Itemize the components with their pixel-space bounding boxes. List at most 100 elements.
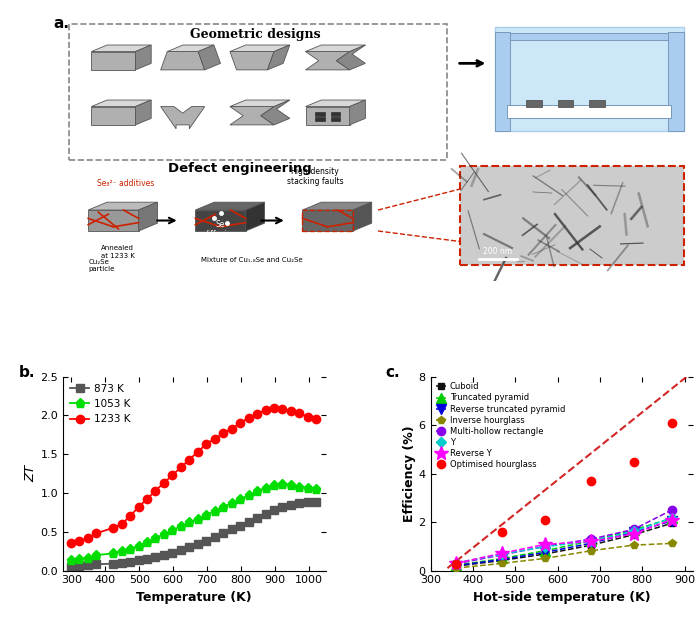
Reverse truncated pyramid xyxy=(587,539,596,547)
Line: Cuboid: Cuboid xyxy=(452,520,676,570)
Inverse hourglass xyxy=(668,540,676,547)
1053 K xyxy=(270,482,278,489)
1053 K xyxy=(261,484,270,492)
Line: Y: Y xyxy=(452,514,676,566)
1053 K xyxy=(228,499,236,507)
Polygon shape xyxy=(230,100,290,107)
Polygon shape xyxy=(91,100,151,107)
1053 K xyxy=(83,554,92,562)
Polygon shape xyxy=(91,51,135,70)
1233 K xyxy=(295,409,304,417)
Text: High-density
stacking faults: High-density stacking faults xyxy=(287,167,343,186)
Reverse truncated pyramid xyxy=(668,517,676,525)
Bar xyxy=(507,105,671,119)
1233 K xyxy=(219,429,228,437)
Y-axis label: Efficiency (%): Efficiency (%) xyxy=(402,425,416,522)
1053 K xyxy=(67,556,76,564)
Polygon shape xyxy=(302,202,372,210)
Polygon shape xyxy=(267,45,290,70)
1233 K xyxy=(160,479,168,487)
1053 K xyxy=(118,547,126,555)
Cuboid xyxy=(540,551,549,558)
1053 K xyxy=(176,522,185,530)
Inverse hourglass xyxy=(587,547,596,554)
Polygon shape xyxy=(135,45,151,70)
1233 K xyxy=(194,448,202,456)
Optimised hourglass xyxy=(498,529,507,536)
1053 K xyxy=(312,485,321,493)
Inverse hourglass xyxy=(498,559,507,567)
873 K xyxy=(236,522,244,529)
Optimised hourglass xyxy=(629,458,638,466)
1053 K xyxy=(92,551,100,559)
Line: 1053 K: 1053 K xyxy=(67,479,321,564)
Reverse Y xyxy=(668,516,676,524)
1233 K xyxy=(261,406,270,414)
Bar xyxy=(526,100,542,107)
873 K xyxy=(295,499,304,507)
Bar xyxy=(668,32,683,132)
1233 K xyxy=(244,414,253,421)
Bar xyxy=(494,33,684,40)
Text: b.: b. xyxy=(18,365,35,380)
Polygon shape xyxy=(305,51,349,70)
873 K xyxy=(134,557,143,564)
873 K xyxy=(202,537,211,545)
Truncated pyramid xyxy=(629,526,638,534)
873 K xyxy=(92,561,100,568)
Bar xyxy=(589,100,605,107)
Polygon shape xyxy=(305,100,365,107)
Line: Reverse Y: Reverse Y xyxy=(449,513,679,570)
873 K xyxy=(118,559,126,567)
1053 K xyxy=(295,483,304,490)
1053 K xyxy=(279,480,287,487)
Truncated pyramid xyxy=(587,537,596,545)
Y xyxy=(629,527,638,535)
Optimised hourglass xyxy=(587,478,596,485)
Bar xyxy=(494,27,684,132)
Polygon shape xyxy=(302,210,353,231)
873 K xyxy=(211,534,219,541)
873 K xyxy=(176,547,185,554)
Multi-hollow rectangle xyxy=(452,560,460,567)
873 K xyxy=(109,560,118,567)
873 K xyxy=(279,503,287,510)
873 K xyxy=(185,544,193,551)
Polygon shape xyxy=(198,45,220,70)
Y-axis label: ZT: ZT xyxy=(25,465,38,482)
Y xyxy=(452,559,460,567)
Cuboid xyxy=(668,520,676,527)
873 K xyxy=(168,549,176,557)
Bar xyxy=(330,117,340,121)
873 K xyxy=(261,510,270,518)
Optimised hourglass xyxy=(668,419,676,427)
873 K xyxy=(151,554,160,561)
Y xyxy=(668,514,676,522)
1053 K xyxy=(304,484,312,492)
873 K xyxy=(160,551,168,559)
Truncated pyramid xyxy=(540,547,549,554)
1233 K xyxy=(83,534,92,542)
Polygon shape xyxy=(167,45,214,51)
1053 K xyxy=(202,511,211,519)
Multi-hollow rectangle xyxy=(587,535,596,543)
Y xyxy=(498,551,507,558)
1053 K xyxy=(151,534,160,542)
Polygon shape xyxy=(230,107,274,125)
1053 K xyxy=(126,545,134,552)
Bar xyxy=(557,100,573,107)
Polygon shape xyxy=(88,210,139,231)
Line: Optimised hourglass: Optimised hourglass xyxy=(452,419,676,568)
1233 K xyxy=(270,404,278,411)
Inverse hourglass xyxy=(452,564,460,572)
873 K xyxy=(67,563,76,571)
Bar xyxy=(330,112,340,115)
Truncated pyramid xyxy=(498,555,507,562)
Polygon shape xyxy=(91,45,151,51)
1053 K xyxy=(185,519,193,526)
Polygon shape xyxy=(246,202,265,231)
1233 K xyxy=(176,463,185,471)
Polygon shape xyxy=(161,51,204,70)
Reverse Y xyxy=(540,540,549,548)
Reverse truncated pyramid xyxy=(629,529,638,536)
